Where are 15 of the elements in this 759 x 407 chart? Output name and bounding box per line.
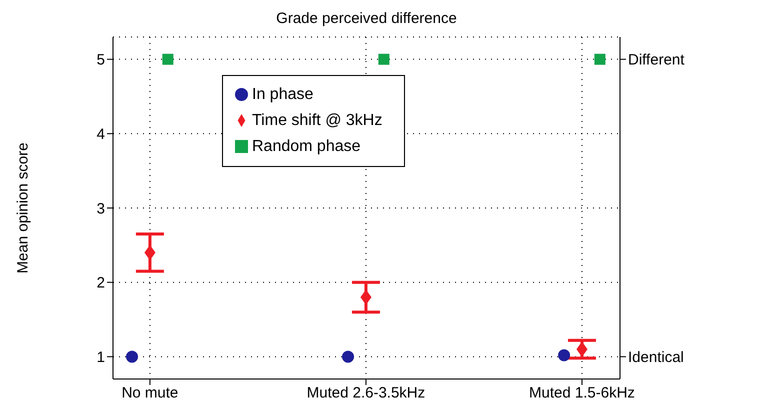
y-tick-label: 4 [96, 126, 105, 143]
legend-label: Random phase [252, 138, 361, 155]
y-axis-title: Mean opinion score [14, 142, 32, 274]
text: Different [628, 52, 686, 69]
x-tick-label: Muted 2.6-3.5kHz [306, 384, 426, 402]
chart-title: Grade perceived difference [275, 10, 458, 27]
y-tick-label: 1 [96, 349, 105, 366]
legend-label: Time shift @ 3kHz [252, 112, 382, 129]
legend-label: In phase [252, 86, 314, 103]
y-tick-label: 3 [96, 200, 105, 218]
y-tick-label: 2 [96, 274, 105, 292]
y-tick-label: 5 [96, 52, 105, 69]
x-tick-label: Muted 1.5-6kHz [529, 384, 635, 402]
text: Identical [628, 349, 684, 366]
x-tick-label: No mute [122, 384, 178, 402]
